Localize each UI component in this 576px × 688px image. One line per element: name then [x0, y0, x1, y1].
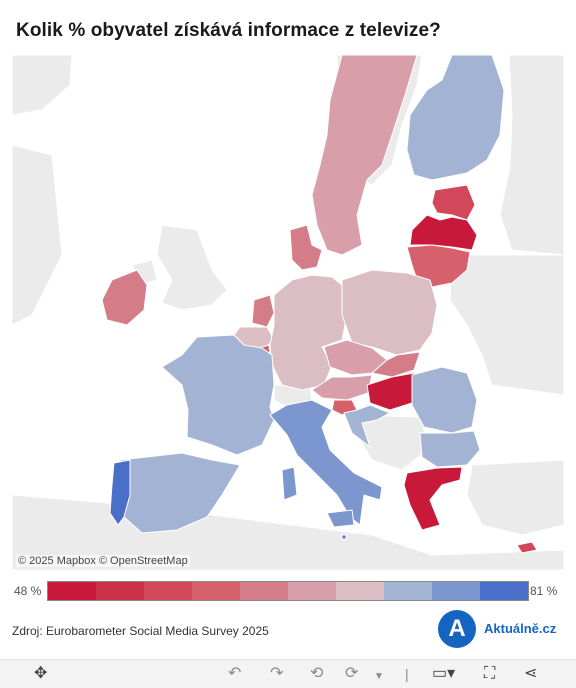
brand-logo[interactable]: A Aktuálně.cz	[438, 609, 568, 649]
country-netherlands[interactable]	[251, 294, 275, 328]
great-britain	[156, 224, 228, 311]
country-malta[interactable]	[341, 534, 347, 540]
belarus-ukraine	[449, 254, 564, 396]
viz-toolbar: ✥ ↶ ↷ ⟲ ⟳ ▼ | ▭▾ ⛶ ⋖	[0, 659, 576, 688]
legend-swatch	[432, 582, 480, 600]
legend-color-bar	[47, 581, 529, 601]
country-latvia[interactable]	[409, 214, 478, 251]
country-italy-sicily[interactable]	[326, 509, 355, 528]
country-croatia[interactable]	[343, 404, 392, 449]
legend-swatch	[240, 582, 288, 600]
legend-swatch	[384, 582, 432, 600]
separator: |	[405, 666, 409, 682]
legend-swatch	[336, 582, 384, 600]
country-ireland[interactable]	[101, 269, 148, 326]
country-finland[interactable]	[406, 55, 505, 181]
move-icon[interactable]: ✥	[34, 665, 48, 682]
undo-icon[interactable]: ↶	[228, 665, 242, 682]
map-attribution[interactable]: © 2025 Mapbox © OpenStreetMap	[16, 555, 190, 567]
atlantic-edge	[12, 144, 63, 326]
eu-countries	[101, 55, 538, 554]
fullscreen-icon[interactable]: ⛶	[484, 665, 496, 682]
legend-max-label: 81 %	[530, 584, 558, 598]
iceland-edge	[12, 55, 73, 116]
country-sweden[interactable]	[311, 55, 418, 256]
legend-swatch	[288, 582, 336, 600]
legend-swatch	[96, 582, 144, 600]
country-poland[interactable]	[341, 269, 438, 356]
turkey	[466, 459, 564, 536]
russia	[499, 55, 564, 256]
brand-logo-icon: A	[438, 610, 476, 648]
brand-name: Aktuálně.cz	[484, 621, 557, 636]
redo-icon[interactable]: ↷	[270, 665, 284, 682]
legend-swatch	[144, 582, 192, 600]
choropleth-map	[12, 55, 564, 570]
country-bulgaria[interactable]	[419, 430, 481, 468]
legend-swatch	[48, 582, 96, 600]
country-lithuania[interactable]	[406, 244, 471, 288]
country-denmark[interactable]	[289, 224, 323, 271]
country-greece[interactable]	[403, 466, 463, 531]
country-portugal[interactable]	[109, 459, 131, 526]
map[interactable]	[12, 55, 564, 570]
refresh-icon[interactable]: ⟳	[345, 665, 359, 682]
country-france[interactable]	[161, 334, 275, 456]
country-italy[interactable]	[269, 399, 383, 526]
legend-min-label: 48 %	[14, 584, 42, 598]
comment-icon[interactable]: ▭▾	[432, 665, 456, 682]
legend-swatch	[480, 582, 528, 600]
country-cyprus[interactable]	[516, 541, 538, 554]
country-italy-sardinia[interactable]	[281, 466, 298, 501]
country-romania[interactable]	[411, 366, 478, 434]
dropdown-icon[interactable]: ▼	[374, 671, 384, 682]
revert-icon[interactable]: ⟲	[310, 665, 324, 682]
page-title: Kolik % obyvatel získává informace z tel…	[16, 20, 441, 41]
legend-swatch	[192, 582, 240, 600]
country-estonia[interactable]	[431, 184, 476, 221]
share-icon[interactable]: ⋖	[524, 665, 538, 682]
source-note: Zdroj: Eurobarometer Social Media Survey…	[12, 624, 269, 638]
color-legend: 48 % 81 %	[10, 580, 566, 602]
